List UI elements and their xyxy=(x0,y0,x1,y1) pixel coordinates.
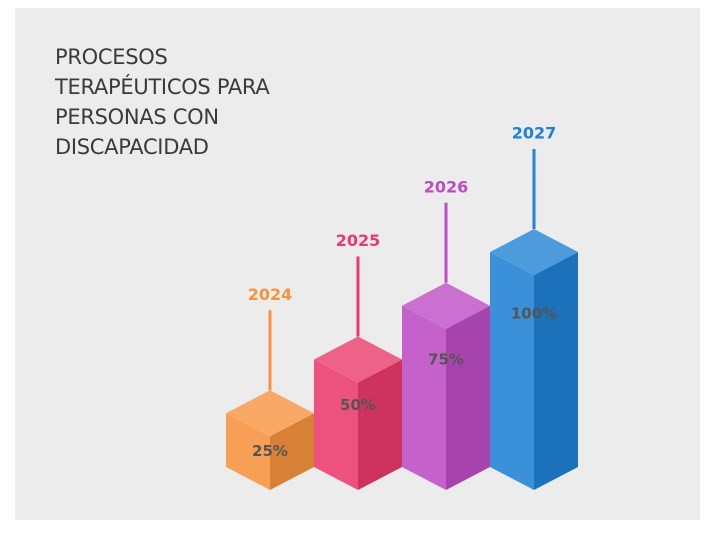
bar-top-face xyxy=(402,282,490,329)
year-label: 2026 xyxy=(424,177,469,196)
value-label: 25% xyxy=(252,442,288,460)
year-label: 2027 xyxy=(512,124,557,143)
chart-title: PROCESOS TERAPÉUTICOS PARA PERSONAS CON … xyxy=(55,45,270,159)
bar-top-face xyxy=(490,229,578,275)
value-label: 100% xyxy=(511,305,557,323)
bar-left-face xyxy=(490,252,534,490)
bar-left-face xyxy=(402,305,446,490)
bar-right-face xyxy=(358,359,402,490)
bar-top-face xyxy=(314,336,402,383)
bar-top-face xyxy=(226,390,314,437)
value-label: 75% xyxy=(428,350,464,368)
bar-right-face xyxy=(270,413,314,490)
bar-left-face xyxy=(226,413,270,490)
bar-left-face xyxy=(314,359,358,490)
bar-right-face xyxy=(534,252,578,490)
bar-right-face xyxy=(446,305,490,490)
value-label: 50% xyxy=(340,396,376,414)
year-label: 2024 xyxy=(248,285,293,304)
year-label: 2025 xyxy=(336,231,381,250)
